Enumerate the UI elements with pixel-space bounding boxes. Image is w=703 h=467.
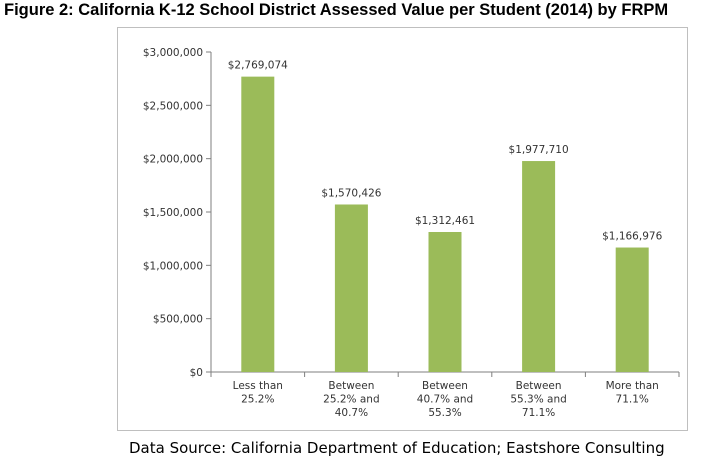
category-label: Between 55.3% and 71.1% bbox=[510, 380, 566, 419]
chart-area: $0 $500,000 $1,000,000 $1,500,000 $2,000,000… bbox=[117, 27, 688, 431]
category-label: More than 71.1% bbox=[606, 380, 659, 406]
data-label: $1,570,426 bbox=[321, 187, 381, 199]
bar-chart: $0 $500,000 $1,000,000 $1,500,000 $2,000,000… bbox=[143, 47, 680, 419]
data-label: $1,166,976 bbox=[602, 231, 662, 243]
category-label: Between 40.7% and 55.3% bbox=[417, 380, 473, 419]
category-label: Between 25.2% and 40.7% bbox=[323, 380, 379, 419]
data-label: $1,977,710 bbox=[509, 144, 569, 156]
data-label: $1,312,461 bbox=[415, 215, 475, 227]
bar bbox=[241, 76, 275, 372]
y-tick-label: $1,500,000 bbox=[143, 207, 203, 219]
bar bbox=[615, 247, 649, 372]
y-tick-label: $0 bbox=[190, 367, 203, 379]
y-tick-label: $2,000,000 bbox=[143, 154, 203, 166]
y-tick-label: $1,000,000 bbox=[143, 260, 203, 272]
y-tick-label: $3,000,000 bbox=[143, 47, 203, 59]
bar bbox=[334, 204, 368, 372]
category-label: Less than 25.2% bbox=[233, 380, 283, 406]
y-tick-label: $2,500,000 bbox=[143, 100, 203, 112]
bar bbox=[522, 161, 556, 372]
bar bbox=[428, 232, 462, 372]
y-tick-label: $500,000 bbox=[153, 314, 203, 326]
data-source-note: Data Source: California Department of Ed… bbox=[129, 439, 665, 457]
data-label: $2,769,074 bbox=[228, 60, 288, 72]
figure-title: Figure 2: California K-12 School Distric… bbox=[4, 1, 669, 19]
